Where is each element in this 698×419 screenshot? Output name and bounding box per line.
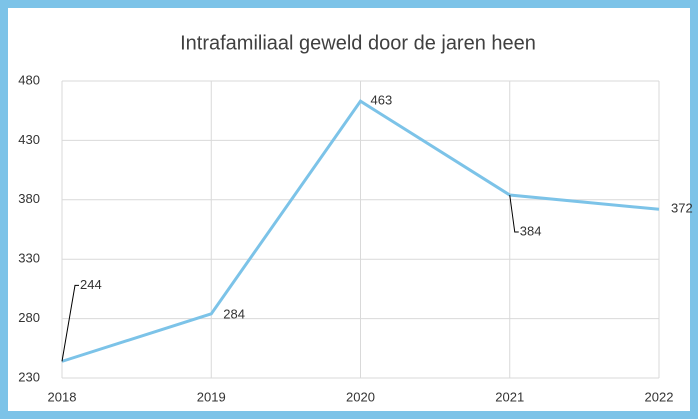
leader-line bbox=[509, 194, 519, 233]
x-tick-label: 2018 bbox=[48, 389, 77, 404]
y-tick-label: 430 bbox=[18, 132, 40, 147]
x-tick-label: 2020 bbox=[346, 389, 375, 404]
data-label: 463 bbox=[371, 93, 393, 108]
chart-area bbox=[8, 8, 690, 411]
x-tick-label: 2022 bbox=[645, 389, 674, 404]
y-tick-label: 230 bbox=[18, 369, 40, 384]
data-label: 372 bbox=[671, 201, 693, 216]
y-tick-label: 480 bbox=[18, 72, 40, 87]
x-tick-label: 2021 bbox=[495, 389, 524, 404]
y-tick-label: 280 bbox=[18, 310, 40, 325]
leader-line bbox=[61, 284, 79, 362]
data-label: 244 bbox=[80, 277, 102, 292]
chart-title: Intrafamiliaal geweld door de jaren heen bbox=[180, 32, 536, 54]
data-label: 384 bbox=[520, 223, 542, 238]
line bbox=[61, 99, 660, 363]
x-tick-label: 2019 bbox=[197, 389, 226, 404]
data-label: 284 bbox=[223, 306, 245, 321]
y-tick-label: 330 bbox=[18, 251, 40, 266]
y-tick-label: 380 bbox=[18, 191, 40, 206]
